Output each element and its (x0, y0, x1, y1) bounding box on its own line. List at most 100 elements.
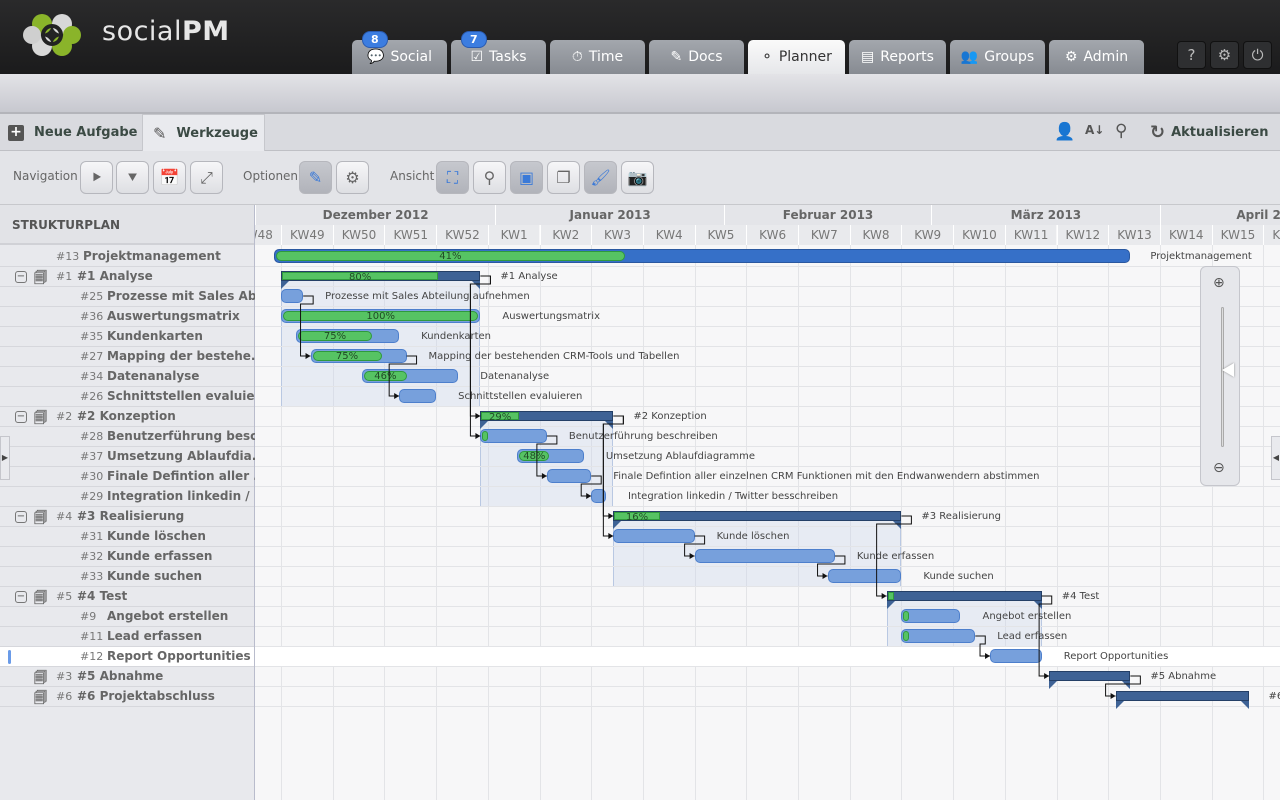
grid-line (436, 245, 438, 800)
task-bar[interactable] (901, 629, 976, 643)
zoom-out-icon[interactable]: ⊖ (1213, 460, 1225, 476)
nav-tab-time[interactable]: ⏱ Time (550, 40, 645, 74)
summary-bar[interactable]: 80% (281, 271, 481, 289)
project-bar[interactable]: 41% (273, 249, 1131, 263)
structure-row[interactable]: #9 Angebot erstellen (0, 607, 254, 627)
structure-row[interactable]: #37 Umsetzung Ablaufdia... (0, 447, 265, 467)
task-bar[interactable] (546, 469, 592, 483)
structure-row[interactable]: #26 Schnittstellen evaluier... (0, 387, 272, 407)
bar-label: #1 Analyse (500, 271, 558, 282)
task-bar[interactable]: 48% (517, 449, 584, 463)
left-panel-toggle[interactable]: ▶ (0, 436, 10, 480)
summary-bar[interactable]: 16% (613, 511, 902, 529)
collapse-toggle[interactable]: − (15, 271, 27, 283)
edit-mode-button[interactable]: ✎ (299, 161, 332, 194)
refresh-label: Aktualisieren (1171, 125, 1269, 140)
power-button[interactable]: ⏻ (1243, 41, 1272, 69)
structure-settings-button[interactable]: ⚙ (336, 161, 369, 194)
bar-label: Angebot erstellen (982, 611, 1072, 622)
structure-row[interactable]: #33 Kunde suchen (0, 567, 254, 587)
structure-row[interactable]: − 🗐 #1 #1 Analyse (0, 267, 254, 287)
summary-bar[interactable]: 29% (480, 411, 614, 429)
task-bar[interactable] (613, 529, 695, 543)
task-bar[interactable] (399, 389, 437, 403)
task-bar[interactable] (990, 649, 1042, 663)
nav-tab-social[interactable]: 💬 Social 8 (352, 31, 447, 74)
today-button[interactable]: 📅 (153, 161, 186, 194)
navigate-down-button[interactable]: ⯆ (116, 161, 149, 194)
nav-tab-docs[interactable]: ✎ Docs (649, 40, 744, 74)
collapse-toggle[interactable]: − (15, 411, 27, 423)
summary-bar[interactable] (1049, 671, 1131, 689)
fit-screen-button[interactable]: ⤢ (190, 161, 223, 194)
arrow-head (608, 513, 614, 519)
edit-icon: ✎ (670, 49, 683, 65)
group-view-button[interactable]: ▣ (510, 161, 543, 194)
task-bar[interactable]: 75% (310, 349, 407, 363)
collapse-toggle[interactable]: − (15, 591, 27, 603)
structure-row[interactable]: #25 Prozesse mit Sales Abt... (0, 287, 276, 307)
task-id: #35 (80, 330, 104, 343)
collapse-toggle[interactable]: − (15, 511, 27, 523)
nav-tab-reports[interactable]: ▤ Reports (849, 40, 946, 74)
zoom-in-icon[interactable]: ⊕ (1213, 275, 1225, 291)
task-bar[interactable] (901, 609, 961, 623)
structure-row[interactable]: #32 Kunde erfassen (0, 547, 254, 567)
show-dependencies-button[interactable]: ⛶ (436, 161, 469, 194)
sort-az-icon[interactable]: A↓ (1085, 123, 1105, 137)
task-name: Kunde erfassen (107, 549, 213, 563)
task-bar[interactable] (480, 429, 547, 443)
task-bar[interactable] (694, 549, 835, 563)
zoom-thumb[interactable] (1215, 363, 1234, 377)
structure-row[interactable]: − 🗐 #4 #3 Realisierung (0, 507, 254, 527)
structure-row[interactable]: #27 Mapping der bestehe... (0, 347, 265, 367)
structure-row[interactable]: − 🗐 #2 #2 Konzeption (0, 407, 254, 427)
structure-row[interactable]: #28 Benutzerführung besc... (0, 427, 271, 447)
structure-row[interactable]: #12 Report Opportunities (0, 647, 254, 667)
zoom-check-button[interactable]: ⚲ (473, 161, 506, 194)
new-task-tab[interactable]: + Neue Aufgabe (0, 114, 142, 151)
right-panel-toggle[interactable]: ◀ (1271, 436, 1280, 480)
structure-row[interactable]: #31 Kunde löschen (0, 527, 254, 547)
user-filter-icon[interactable]: 👤 (1054, 122, 1076, 142)
layers-button[interactable]: ❐ (547, 161, 580, 194)
structure-row[interactable]: #13 Projektmanagement (0, 247, 254, 267)
nav-tab-tasks[interactable]: ☑ Tasks 7 (451, 31, 546, 74)
structure-row[interactable]: 🗐 #6 #6 Projektabschluss (0, 687, 254, 707)
task-id: #3 (56, 670, 73, 683)
task-bar[interactable]: 100% (281, 309, 481, 323)
structure-row[interactable]: #11 Lead erfassen (0, 627, 254, 647)
task-bar[interactable] (827, 569, 902, 583)
task-name: #2 Konzeption (77, 409, 176, 423)
nav-tab-groups[interactable]: 👥 Groups (950, 40, 1045, 74)
search-icon[interactable]: ⚲ (1115, 121, 1128, 141)
structure-row[interactable]: #35 Kundenkarten (0, 327, 254, 347)
week-header: KW5 (694, 225, 747, 245)
row-line (255, 626, 1280, 627)
task-bar[interactable]: 75% (295, 329, 400, 343)
task-bar[interactable] (591, 489, 606, 503)
task-id: #26 (80, 390, 104, 403)
tools-tab[interactable]: ✎ Werkzeuge (142, 114, 265, 151)
zoom-slider[interactable]: ⊕ ⊖ (1200, 266, 1240, 486)
screenshot-button[interactable]: 📷 (621, 161, 654, 194)
zoom-track[interactable] (1221, 307, 1224, 447)
settings-button[interactable]: ⚙ (1210, 41, 1239, 69)
structure-row[interactable]: #34 Datenanalyse (0, 367, 254, 387)
nav-tab-admin[interactable]: ⚙ Admin (1049, 40, 1144, 74)
nav-tab-planner[interactable]: ⚬ Planner (748, 40, 845, 74)
structure-row[interactable]: #29 Integration linkedin / ... (0, 487, 268, 507)
paint-roller-button[interactable]: 🖌 (584, 161, 617, 194)
structure-row[interactable]: − 🗐 #5 #4 Test (0, 587, 254, 607)
summary-bar[interactable] (1115, 691, 1249, 709)
summary-bar[interactable] (886, 591, 1042, 609)
row-line (255, 286, 1280, 287)
task-bar[interactable] (281, 289, 304, 303)
structure-row[interactable]: #36 Auswertungsmatrix (0, 307, 254, 327)
structure-row[interactable]: 🗐 #3 #5 Abnahme (0, 667, 254, 687)
refresh-button[interactable]: ↻ Aktualisieren (1150, 114, 1268, 151)
help-button[interactable]: ? (1177, 41, 1206, 69)
structure-row[interactable]: #30 Finale Defintion aller ... (0, 467, 267, 487)
navigate-forward-button[interactable]: ⯈ (80, 161, 113, 194)
task-bar[interactable]: 46% (362, 369, 459, 383)
